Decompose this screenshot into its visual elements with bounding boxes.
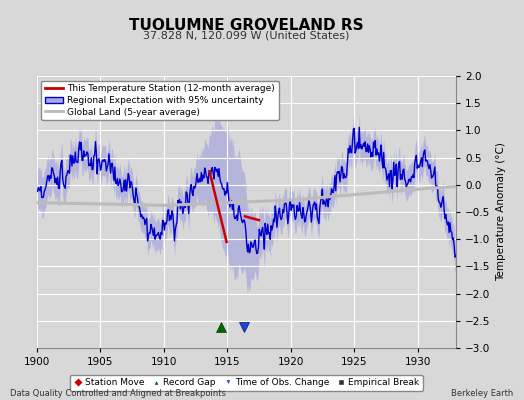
Text: TUOLUMNE GROVELAND RS: TUOLUMNE GROVELAND RS: [129, 18, 364, 33]
Legend: Station Move, Record Gap, Time of Obs. Change, Empirical Break: Station Move, Record Gap, Time of Obs. C…: [70, 375, 423, 391]
Text: 37.828 N, 120.099 W (United States): 37.828 N, 120.099 W (United States): [143, 30, 350, 40]
Text: Berkeley Earth: Berkeley Earth: [451, 389, 514, 398]
Y-axis label: Temperature Anomaly (°C): Temperature Anomaly (°C): [496, 142, 506, 282]
Text: Data Quality Controlled and Aligned at Breakpoints: Data Quality Controlled and Aligned at B…: [10, 389, 226, 398]
